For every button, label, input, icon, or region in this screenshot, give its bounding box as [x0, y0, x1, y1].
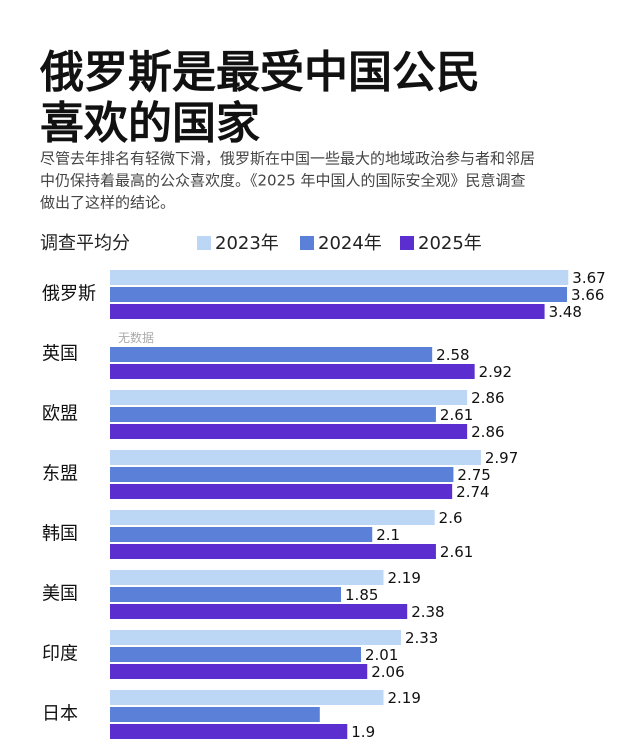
bar — [110, 647, 362, 662]
bar — [110, 347, 433, 362]
value-label: 1.85 — [345, 586, 378, 604]
category-label: 美国 — [42, 584, 78, 605]
category-label: 俄罗斯 — [42, 284, 96, 305]
category-label: 欧盟 — [42, 404, 78, 425]
bar — [110, 587, 342, 602]
chart-title: 喜欢的国家 — [40, 98, 260, 149]
category-label: 英国 — [42, 344, 78, 365]
bar — [110, 724, 348, 739]
legend-label: 2023年 — [215, 233, 279, 254]
bar — [110, 450, 481, 465]
bar — [110, 570, 384, 585]
value-label: 2.01 — [365, 646, 398, 664]
value-label: 2.6 — [439, 509, 463, 527]
legend-swatch — [197, 236, 211, 250]
legend-swatch — [400, 236, 414, 250]
subtitle: 做出了这样的结论。 — [40, 194, 175, 212]
value-label: 2.75 — [457, 466, 490, 484]
value-label: 2.06 — [371, 663, 404, 681]
bar — [110, 364, 475, 379]
bar — [110, 390, 468, 405]
bar — [110, 527, 373, 542]
category-label: 日本 — [42, 704, 78, 725]
bar — [110, 467, 454, 482]
bar — [110, 544, 436, 559]
category-label: 东盟 — [42, 464, 78, 485]
legend-title: 调查平均分 — [40, 233, 130, 254]
bar — [110, 407, 436, 422]
category-label: 印度 — [42, 644, 78, 665]
legend-label: 2024年 — [318, 233, 382, 254]
value-label: 2.86 — [471, 423, 504, 441]
value-label: 3.66 — [571, 286, 604, 304]
legend-label: 2025年 — [418, 233, 482, 254]
value-label: 2.58 — [436, 346, 469, 364]
value-label: 2.74 — [456, 483, 489, 501]
value-label: 2.97 — [485, 449, 518, 467]
bar — [110, 510, 435, 525]
bar — [110, 424, 468, 439]
bar — [110, 287, 568, 302]
subtitle: 中仍保持着最高的公众喜欢度。《2025 年中国人的国际安全观》民意调查 — [40, 172, 525, 190]
value-label: 2.61 — [440, 406, 473, 424]
bar — [110, 664, 368, 679]
legend-swatch — [300, 236, 314, 250]
value-label: 3.67 — [572, 269, 605, 287]
value-label: 2.19 — [387, 569, 420, 587]
bar — [110, 270, 569, 285]
category-label: 韩国 — [42, 524, 78, 545]
bar — [110, 630, 401, 645]
bar — [110, 484, 453, 499]
bar — [110, 690, 384, 705]
value-label: 无数据 — [118, 330, 154, 345]
value-label: 2.1 — [376, 526, 400, 544]
chart-title: 俄罗斯是最受中国公民 — [39, 47, 480, 98]
value-label: 2.61 — [440, 543, 473, 561]
value-label: 2.38 — [411, 603, 444, 621]
bar — [110, 304, 545, 319]
bar — [110, 707, 320, 722]
value-label: 2.92 — [479, 363, 512, 381]
value-label: 2.86 — [471, 389, 504, 407]
value-label: 3.48 — [549, 303, 582, 321]
bar — [110, 604, 408, 619]
value-label: 1.9 — [351, 723, 375, 741]
subtitle: 尽管去年排名有轻微下滑，俄罗斯在中国一些最大的地域政治参与者和邻居 — [40, 150, 535, 168]
value-label: 2.19 — [387, 689, 420, 707]
value-label: 2.33 — [405, 629, 438, 647]
